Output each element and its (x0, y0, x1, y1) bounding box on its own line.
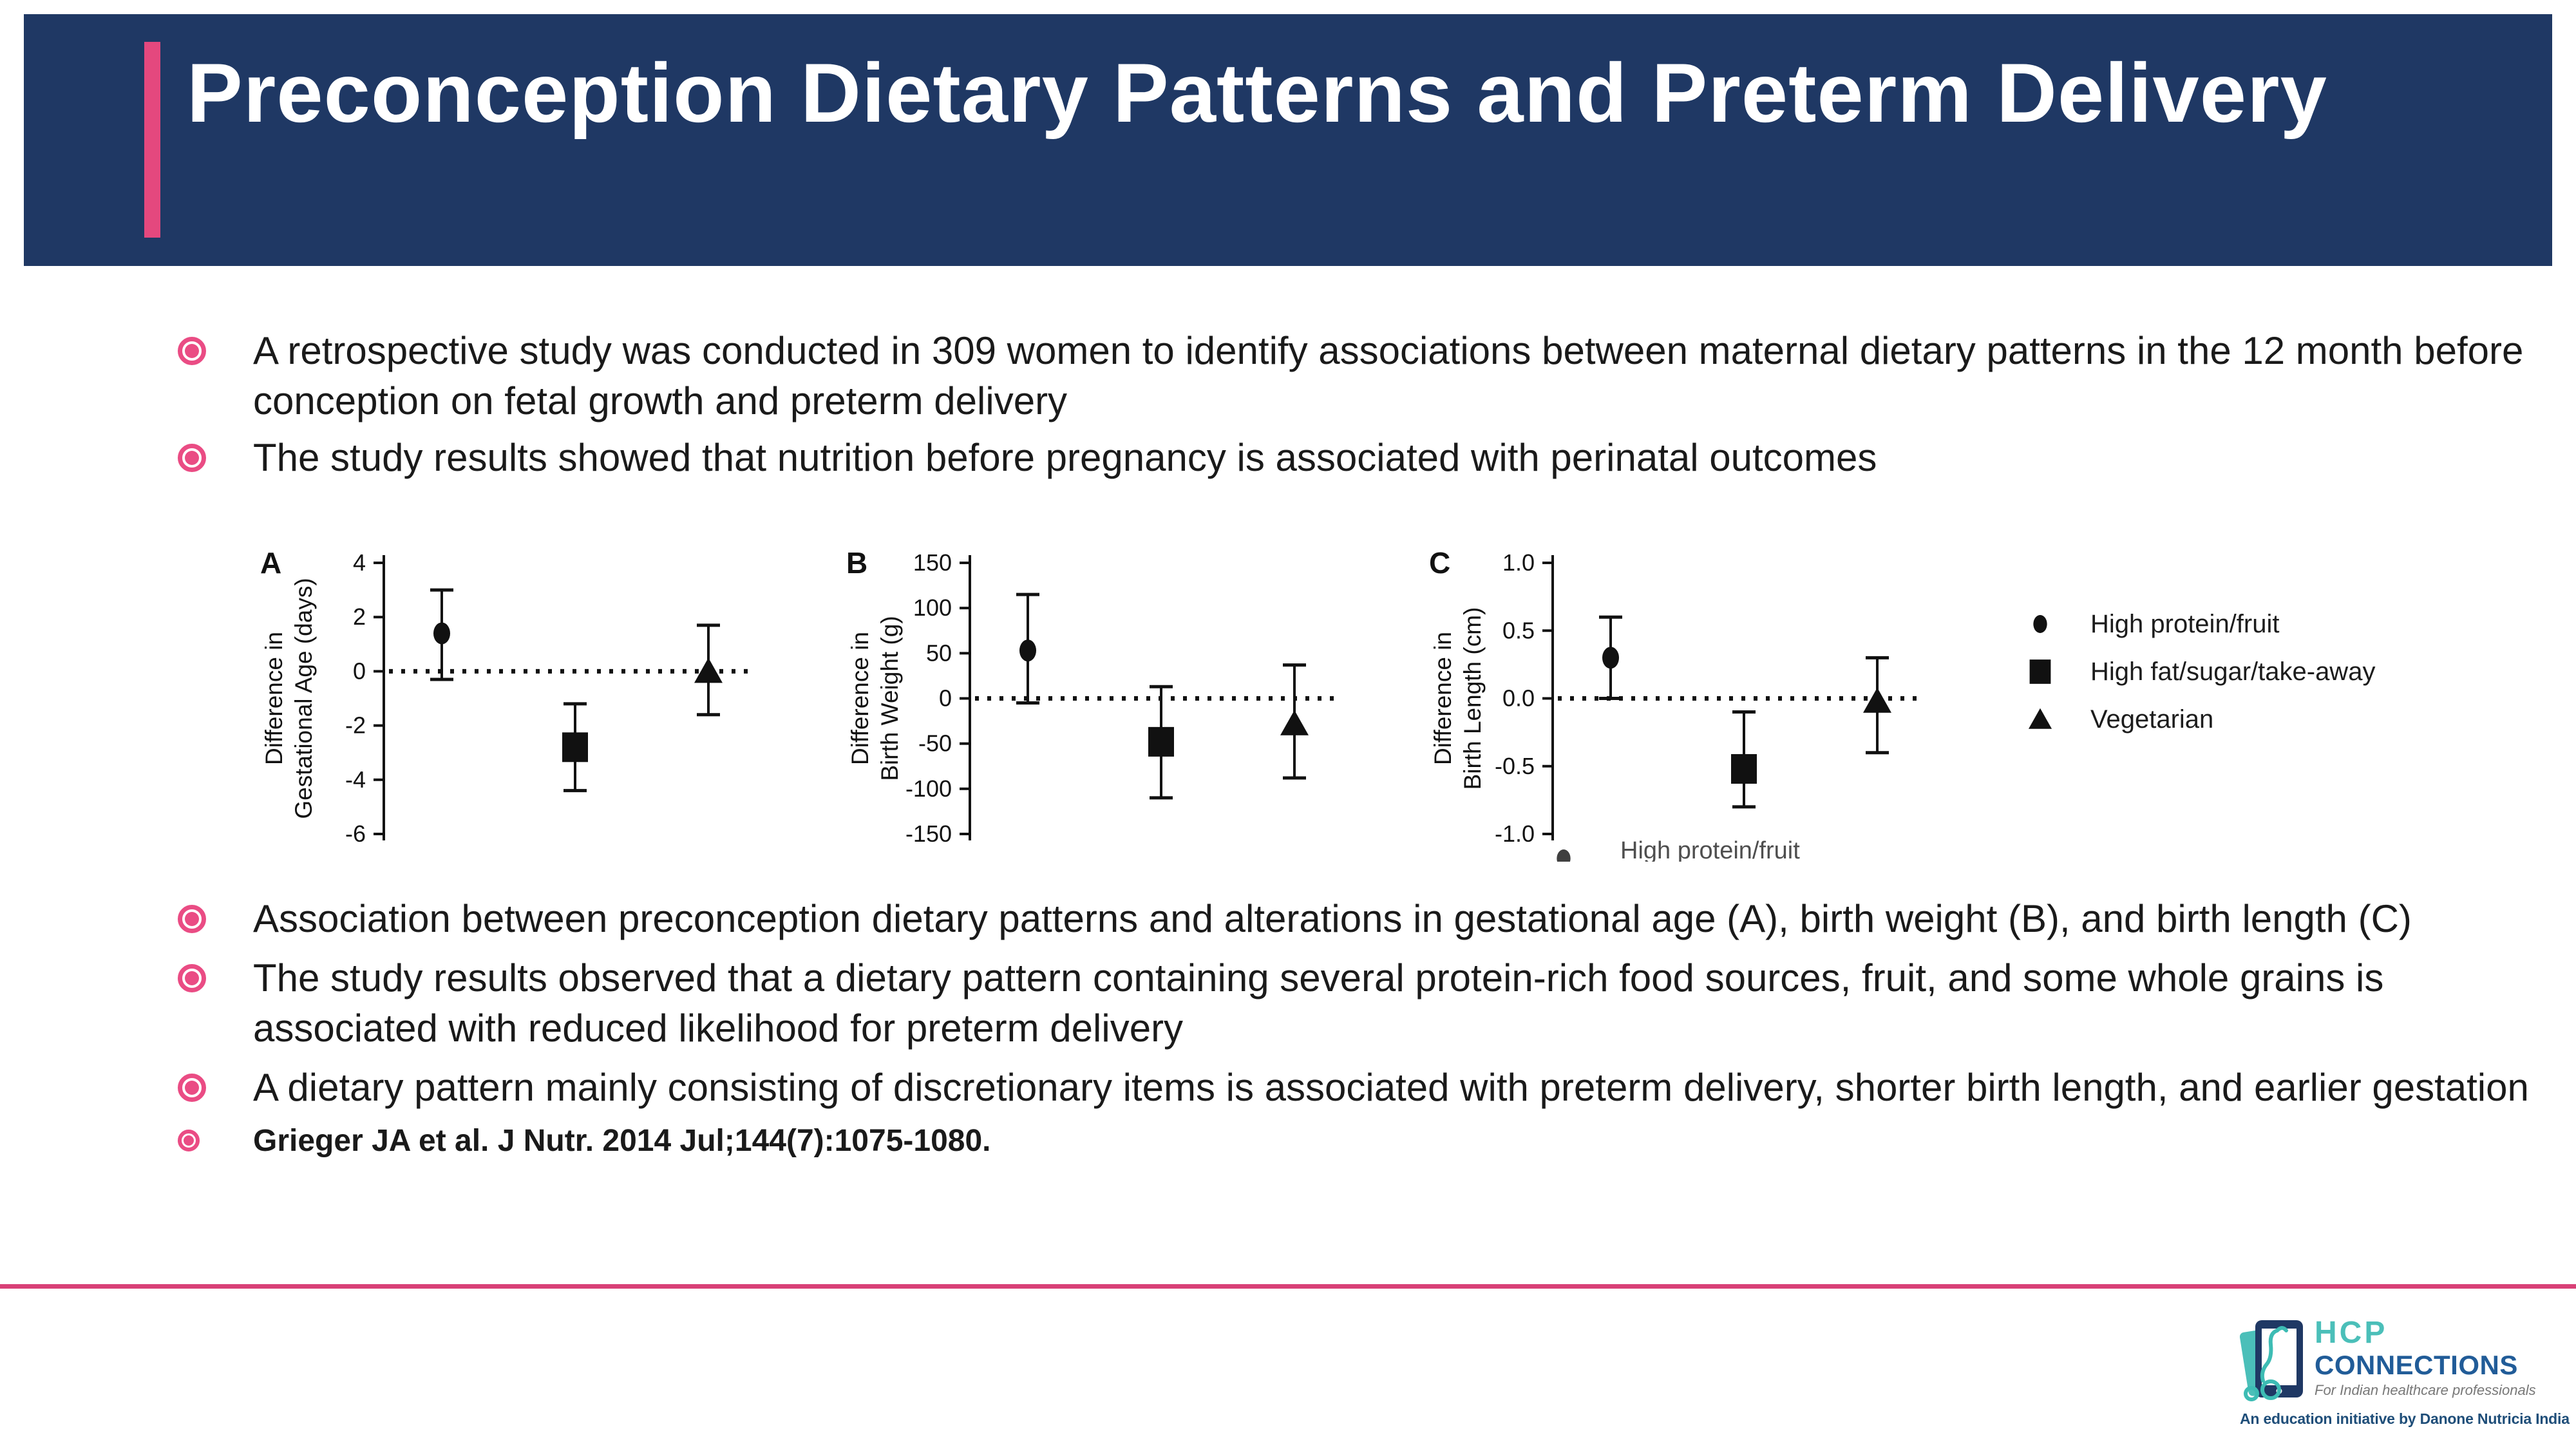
legend-item: High protein/fruit (2022, 600, 2512, 648)
figure-legend: High protein/fruit High fat/sugar/take-aw… (2022, 600, 2512, 743)
y-tick-label: 150 (913, 549, 952, 576)
citation-text: Grieger JA et al. J Nutr. 2014 Jul;144(7… (253, 1124, 991, 1158)
bullet-icon (178, 1130, 200, 1151)
stethoscope-earpiece (2275, 1326, 2288, 1332)
chart-birth-weight: B 150 100 50 0 -50 -100 -150 Difference in Birth … (846, 546, 1341, 847)
triangle-marker-icon (1280, 710, 1309, 735)
y-tick-label: -4 (345, 766, 366, 793)
bullet-icon (178, 905, 206, 933)
square-marker-icon (1148, 726, 1174, 757)
y-tick-label: 100 (913, 594, 952, 621)
y-tick-label: 0.5 (1502, 617, 1535, 643)
circle-marker-icon (1602, 647, 1619, 669)
bullet-icon-core (185, 451, 199, 465)
circle-marker-icon (2033, 615, 2047, 633)
panel-label: C (1429, 546, 1450, 580)
y-tick-label: 0 (353, 658, 366, 684)
legend-label: High fat/sugar/take-away (2090, 657, 2376, 686)
circle-marker-icon (2033, 615, 2047, 633)
bullet-icon-core (185, 344, 199, 358)
y-tick-label: -0.5 (1495, 753, 1535, 779)
y-axis-title: Difference in Gestational Age (days) (261, 578, 317, 819)
triangle-marker-icon (2028, 708, 2052, 729)
bullet-item: The study results observed that a dietar… (178, 953, 2561, 1054)
y-tick-label: -1.0 (1495, 820, 1535, 847)
tablet-stethoscope-icon (2240, 1320, 2303, 1401)
bullet-item: The study results showed that nutrition … (178, 433, 2561, 483)
chart-birth-length: C 1.0 0.5 0.0 -0.5 -1.0 Difference in Birth Len… (1429, 546, 1924, 847)
bullet-icon-core (185, 1081, 199, 1095)
bullet-icon-core (185, 971, 199, 985)
panel-label: A (260, 546, 281, 580)
square-marker-icon (1731, 753, 1757, 784)
stethoscope-tube (2260, 1329, 2279, 1383)
stethoscope-loop (2260, 1379, 2281, 1400)
circle-marker-icon (1557, 849, 1571, 862)
bullet-text: A dietary pattern mainly consisting of d… (253, 1066, 2529, 1109)
triangle-marker-icon (1863, 687, 1891, 713)
logo-connections-text: CONNECTIONS (2315, 1350, 2518, 1380)
bullet-text: Association between preconception dietar… (253, 897, 2412, 940)
triangle-marker-icon (694, 658, 723, 683)
bullet-icon-core (184, 1135, 194, 1146)
bullet-icon (178, 444, 206, 472)
chart-gestational-age: A 4 2 0 -2 -4 -6 Difference in Gestational Age (… (260, 546, 755, 847)
legend-label: High protein/fruit (2090, 609, 2280, 638)
bullet-text: The study results showed that nutrition … (253, 436, 1877, 479)
y-tick-label: 2 (353, 603, 366, 630)
circle-marker-icon (1019, 639, 1036, 662)
bullet-item: Association between preconception dietar… (178, 894, 2561, 944)
title-banner: Preconception Dietary Patterns and Prete… (24, 14, 2552, 266)
triangle-marker-icon (2028, 708, 2052, 729)
y-tick-label: 0 (939, 685, 952, 712)
footer-divider-line (0, 1284, 2576, 1289)
y-tick-label: 1.0 (1502, 549, 1535, 576)
bullet-icon (178, 337, 206, 365)
y-tick-label: 50 (926, 639, 952, 666)
y-tick-label: 4 (353, 549, 366, 576)
bullet-icon-core (185, 912, 199, 926)
y-tick-label: -50 (918, 730, 952, 757)
circle-marker-icon (1557, 849, 1571, 862)
legend-label: Vegetarian (2090, 705, 2214, 734)
bullet-icon (178, 964, 206, 992)
square-marker-icon (2029, 659, 2051, 684)
logo-tagline: For Indian healthcare professionals (2315, 1382, 2536, 1398)
panel-label: B (846, 546, 867, 580)
y-axis-title: Difference in Birth Length (cm) (1430, 607, 1486, 790)
logo-row: HCP CONNECTIONS For Indian healthcare pr… (2240, 1315, 2575, 1404)
square-marker-icon (562, 732, 588, 762)
logo-text-block: HCP CONNECTIONS For Indian healthcare pr… (2315, 1315, 2536, 1400)
circle-marker-icon (433, 622, 450, 645)
bullet-list-bottom: Association between preconception dietar… (178, 894, 2561, 1170)
legend-item: High fat/sugar/take-away (2022, 648, 2512, 696)
y-tick-label: 0.0 (1502, 685, 1535, 712)
stethoscope-chestpiece (2244, 1386, 2259, 1401)
logo-initiative-text: An education initiative by Danone Nutric… (2240, 1410, 2570, 1427)
cropped-legend-fragment: High protein/fruit (1546, 837, 1906, 862)
y-axis-title: Difference in Birth Weight (g) (847, 616, 903, 781)
slide-title: Preconception Dietary Patterns and Prete… (187, 46, 2327, 140)
title-accent-bar (144, 42, 160, 238)
legend-item: Vegetarian (2022, 696, 2512, 743)
y-tick-label: -2 (345, 712, 366, 739)
bullet-text: The study results observed that a dietar… (253, 956, 2384, 1050)
y-tick-label: -150 (905, 820, 952, 847)
bullet-icon (178, 1074, 206, 1102)
logo-tablet-screen (2262, 1329, 2297, 1385)
hcp-connections-logo: HCP CONNECTIONS For Indian healthcare pr… (2240, 1315, 2575, 1428)
bullet-list-top: A retrospective study was conducted in 3… (178, 326, 2561, 489)
bullet-item: A retrospective study was conducted in 3… (178, 326, 2561, 426)
citation-item: Grieger JA et al. J Nutr. 2014 Jul;144(7… (178, 1122, 2561, 1160)
bullet-text: A retrospective study was conducted in 3… (253, 329, 2524, 422)
legend-label: High protein/fruit (1620, 837, 1800, 862)
legend-item: High protein/fruit (1546, 837, 1906, 862)
y-tick-label: -6 (345, 820, 366, 847)
logo-hcp-text: HCP (2315, 1316, 2388, 1350)
bullet-item: A dietary pattern mainly consisting of d… (178, 1063, 2561, 1113)
square-marker-icon (2029, 659, 2051, 684)
y-tick-label: -100 (905, 775, 952, 802)
